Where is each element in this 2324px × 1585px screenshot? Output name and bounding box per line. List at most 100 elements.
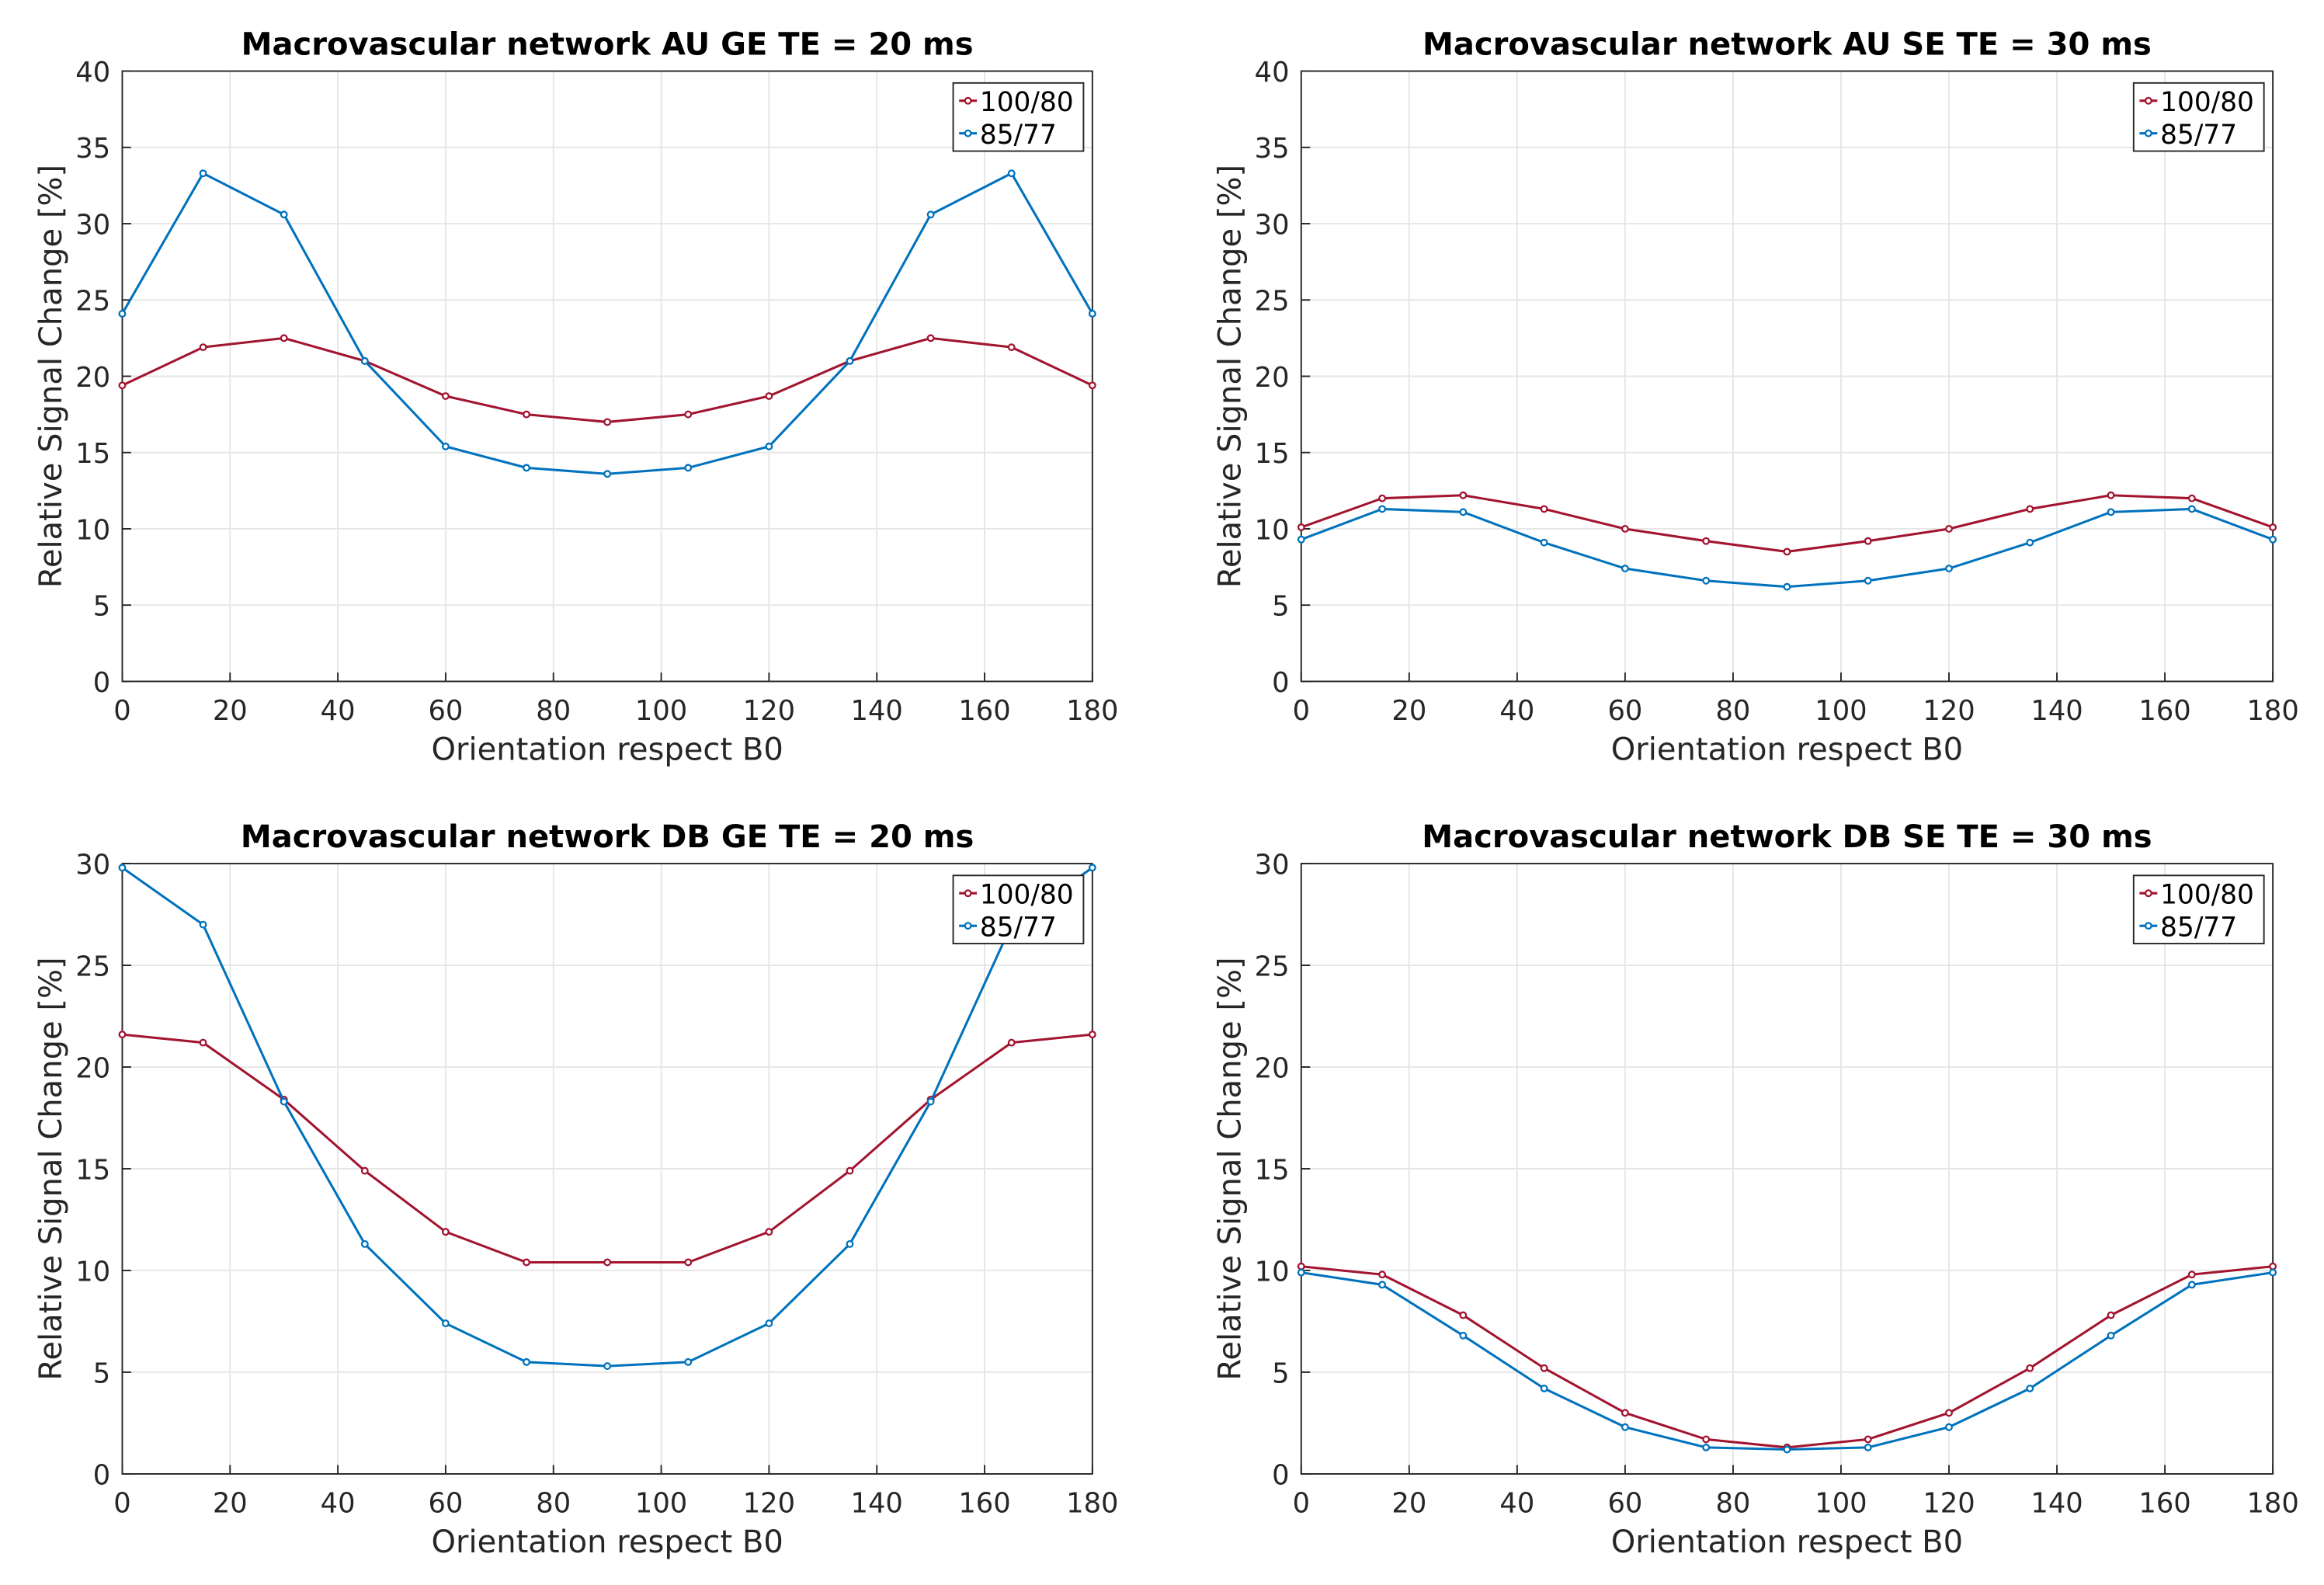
- legend-box: [2132, 82, 2265, 152]
- legend-marker: [2144, 889, 2152, 898]
- data-point: [1459, 1331, 1468, 1340]
- y-tick-label: 10: [1255, 514, 1290, 546]
- y-tick-label: 15: [75, 1154, 110, 1186]
- data-point: [1702, 576, 1711, 585]
- x-tick-label: 0: [1293, 695, 1310, 727]
- data-point: [684, 1258, 693, 1267]
- data-point: [118, 864, 127, 872]
- legend-label: 85/77: [980, 120, 1057, 151]
- y-tick-label: 20: [1255, 1052, 1290, 1084]
- data-point: [360, 1166, 369, 1175]
- x-tick-label: 100: [635, 695, 687, 727]
- plot-frame: [121, 70, 1093, 683]
- x-tick-label: 180: [2246, 695, 2298, 727]
- data-point: [1945, 1409, 1953, 1417]
- data-point: [603, 1362, 612, 1371]
- y-tick-label: 10: [75, 1256, 110, 1288]
- legend-label: 100/80: [2160, 880, 2254, 911]
- x-axis-label: Orientation respect B0: [1611, 732, 1963, 768]
- y-tick-label: 30: [1255, 849, 1290, 881]
- y-tick-label: 0: [93, 1459, 110, 1491]
- legend-box: [952, 82, 1085, 152]
- data-point: [603, 418, 612, 426]
- legend-box: [2132, 874, 2265, 945]
- data-point: [1621, 525, 1629, 533]
- y-axis-label: Relative Signal Change [%]: [33, 957, 69, 1380]
- y-tick-label: 0: [1272, 667, 1289, 699]
- x-tick-label: 100: [1815, 1488, 1867, 1520]
- data-point: [2107, 1311, 2115, 1319]
- data-point: [280, 1097, 288, 1106]
- chart-title: Macrovascular network DB SE TE = 30 ms: [1422, 819, 2152, 855]
- data-point: [846, 356, 854, 365]
- data-point: [684, 464, 693, 472]
- x-tick-label: 20: [1391, 1488, 1426, 1520]
- x-tick-label: 20: [213, 1488, 248, 1520]
- data-point: [1945, 565, 1953, 573]
- y-tick-label: 30: [75, 209, 110, 241]
- data-point: [2026, 505, 2034, 513]
- y-tick-label: 25: [1255, 951, 1290, 982]
- data-point: [1459, 1311, 1468, 1319]
- y-tick-label: 40: [75, 57, 110, 89]
- data-point: [1540, 1384, 1548, 1392]
- legend-label: 85/77: [2160, 120, 2237, 151]
- data-point: [1007, 343, 1016, 352]
- x-tick-label: 180: [2246, 1488, 2298, 1520]
- data-point: [118, 381, 127, 390]
- x-tick-label: 60: [428, 695, 463, 727]
- chart-panel: 0 20 40 60 80 100 120 140 160 180 0 5 10 15 20 25 30 35 40…: [1213, 27, 2299, 768]
- data-point: [1702, 1443, 1711, 1451]
- data-point: [441, 392, 450, 400]
- x-tick-label: 80: [1716, 695, 1751, 727]
- y-tick-label: 0: [93, 667, 110, 699]
- x-tick-label: 120: [743, 1488, 795, 1520]
- legend-marker: [964, 889, 972, 898]
- y-tick-label: 20: [75, 362, 110, 394]
- x-axis-label: Orientation respect B0: [1611, 1524, 1963, 1560]
- data-point: [1297, 1262, 1305, 1270]
- x-axis-label: Orientation respect B0: [431, 732, 783, 768]
- x-tick-label: 40: [321, 695, 356, 727]
- data-point: [1783, 1445, 1791, 1454]
- y-tick-label: 0: [1272, 1459, 1289, 1491]
- x-tick-label: 160: [958, 695, 1010, 727]
- data-point: [1540, 538, 1548, 547]
- data-point: [199, 920, 207, 929]
- y-tick-label: 40: [1255, 57, 1290, 89]
- legend-label: 100/80: [980, 880, 1074, 911]
- y-axis-label: Relative Signal Change [%]: [1213, 165, 1249, 588]
- plot-frame: [121, 863, 1093, 1475]
- x-axis-label: Orientation respect B0: [431, 1524, 783, 1560]
- data-point: [1945, 525, 1953, 533]
- data-point: [280, 334, 288, 342]
- data-point: [1783, 547, 1791, 556]
- legend-marker: [2144, 922, 2152, 930]
- y-tick-label: 15: [1255, 1154, 1290, 1186]
- data-point: [1297, 535, 1305, 544]
- data-point: [1621, 1423, 1629, 1431]
- data-point: [765, 392, 773, 400]
- data-point: [1864, 1435, 1872, 1444]
- data-point: [2107, 508, 2115, 516]
- data-point: [2187, 505, 2196, 513]
- data-point: [1007, 169, 1016, 178]
- data-point: [199, 1038, 207, 1047]
- data-point: [1007, 1038, 1016, 1047]
- legend-marker: [2144, 129, 2152, 137]
- y-tick-label: 25: [1255, 286, 1290, 318]
- x-tick-label: 0: [113, 1488, 130, 1520]
- x-tick-label: 180: [1066, 695, 1118, 727]
- y-tick-label: 5: [1272, 1357, 1289, 1389]
- y-tick-label: 25: [75, 286, 110, 318]
- data-point: [2269, 1262, 2277, 1270]
- y-axis-label: Relative Signal Change [%]: [33, 165, 69, 588]
- data-point: [1864, 1443, 1872, 1451]
- data-point: [523, 464, 530, 472]
- data-point: [765, 1319, 773, 1328]
- x-tick-label: 100: [1815, 695, 1867, 727]
